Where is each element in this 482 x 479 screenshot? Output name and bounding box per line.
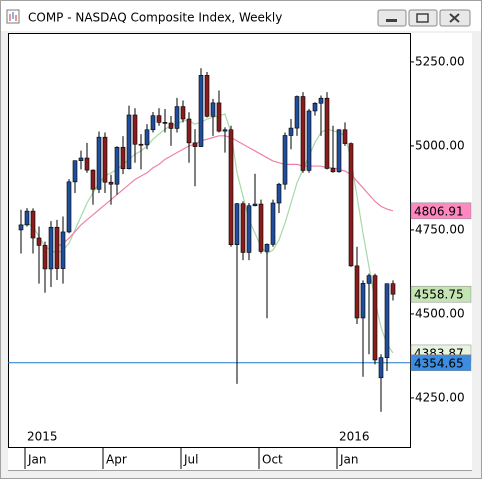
candle-body [222, 129, 228, 132]
candle-body [312, 102, 318, 112]
candle-body [168, 122, 174, 129]
candle-body [108, 181, 114, 185]
candle-body [30, 210, 36, 239]
y-tick-label: 4750.00 [415, 222, 465, 236]
candle-body [186, 118, 192, 144]
candle-body [198, 75, 204, 147]
candle-body [324, 97, 330, 169]
candle-body [216, 102, 222, 132]
candle-body [264, 244, 270, 252]
chart-area [8, 33, 472, 470]
candle-body [330, 168, 336, 173]
candle-body [114, 146, 120, 185]
x-tick-label: Jul [183, 453, 198, 467]
candle-body [54, 226, 60, 269]
candle-body [228, 129, 234, 246]
candle-body [36, 237, 42, 246]
candle-body [192, 142, 198, 147]
candle-body [354, 265, 360, 319]
candle-body [156, 115, 162, 123]
year-label: 2016 [339, 430, 370, 444]
candle-body [78, 157, 84, 161]
candle-body [294, 96, 300, 129]
candle-body [276, 183, 282, 204]
candle-body [336, 129, 342, 173]
x-tick-label: Jan [27, 453, 47, 467]
candle-body [318, 97, 324, 104]
moving-average [20, 113, 394, 354]
candle-body [390, 283, 396, 295]
y-tick-label: 5000.00 [415, 138, 465, 152]
candle-body [120, 146, 126, 170]
candle-body [72, 160, 78, 183]
candle-body [42, 245, 48, 270]
candle-body [174, 106, 180, 129]
year-label: 2015 [27, 430, 58, 444]
candle-body [180, 106, 186, 120]
candle-body [372, 275, 378, 361]
candle-body [240, 203, 246, 253]
candle-body [204, 75, 210, 117]
candle-body [270, 202, 276, 245]
y-tick-label: 5250.00 [415, 54, 465, 68]
window-title: COMP - NASDAQ Composite Index, Weekly [28, 11, 282, 25]
candle-body [24, 210, 30, 226]
candle-body [258, 203, 264, 252]
candle-body [366, 275, 372, 284]
candle-body [300, 96, 306, 171]
candle-body [306, 110, 312, 171]
price-label-box [410, 354, 472, 372]
price-label-box [410, 202, 472, 220]
candle-body [102, 136, 108, 183]
candle-body [210, 102, 216, 117]
candle-body [162, 122, 168, 124]
app-icon [6, 9, 20, 24]
candle-body [132, 114, 138, 145]
candle-body [90, 169, 96, 190]
candle-body [60, 231, 66, 269]
candle-body [126, 114, 132, 170]
candle-body [348, 143, 354, 267]
candle-body [18, 224, 24, 231]
price-label-box [410, 285, 472, 303]
candle-body [378, 357, 384, 379]
x-tick-label: Apr [106, 453, 127, 467]
candle-body [360, 283, 366, 319]
price-label: 4354.65 [414, 356, 464, 370]
plot-frame [8, 33, 411, 448]
candle-body [144, 129, 150, 146]
candle-body [384, 283, 390, 358]
maximize-button[interactable] [408, 9, 438, 27]
candle-body [342, 129, 348, 144]
y-tick-label: 4500.00 [415, 306, 465, 320]
minimize-button[interactable] [377, 9, 407, 27]
candle-body [96, 136, 102, 190]
candle-body [252, 203, 258, 207]
price-label: 4558.75 [414, 288, 464, 302]
x-tick-label: Oct [262, 453, 283, 467]
candle-body [246, 205, 252, 253]
candle-body [282, 135, 288, 185]
candle-body [66, 181, 72, 233]
x-tick-label: Jan [339, 453, 359, 467]
candle-body [288, 127, 294, 136]
candle-body [234, 203, 240, 246]
candle-body [48, 226, 54, 270]
candle-body [138, 143, 144, 146]
candle-body [84, 157, 90, 171]
price-label: 4806.91 [414, 204, 464, 218]
close-button[interactable] [439, 9, 471, 27]
candle-body [150, 115, 156, 131]
y-tick-label: 4250.00 [415, 390, 465, 404]
